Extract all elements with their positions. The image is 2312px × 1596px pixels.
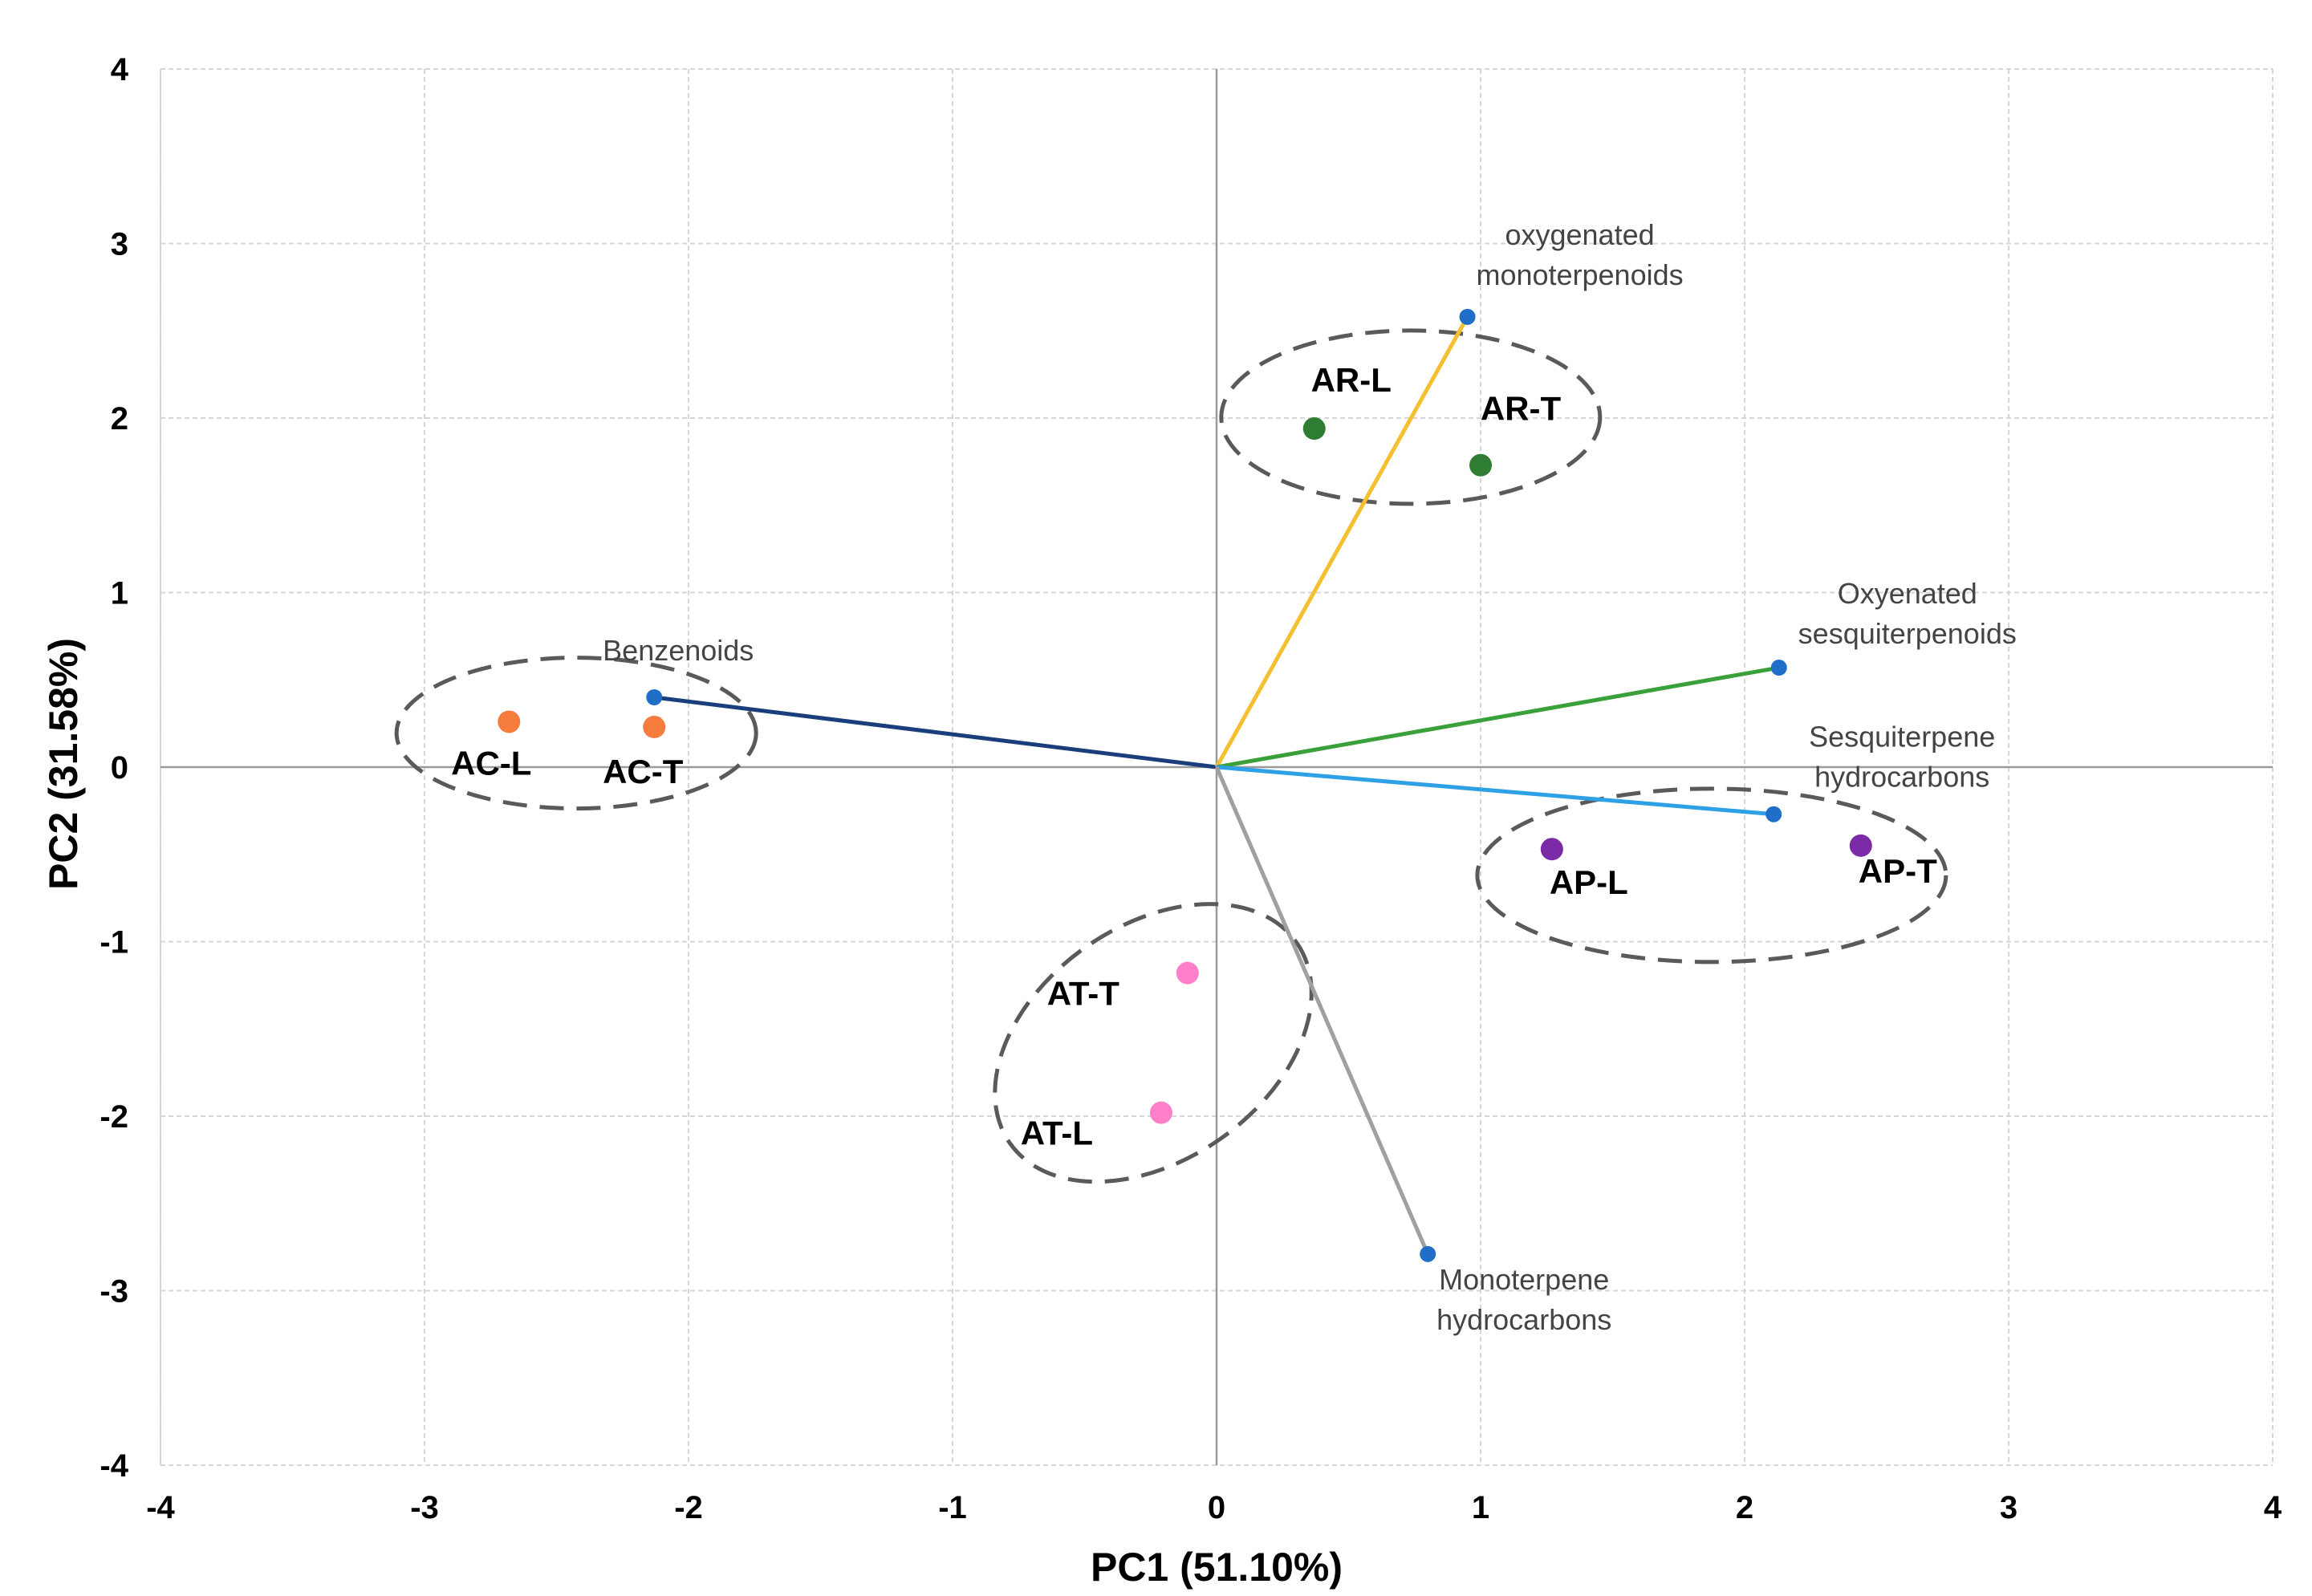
vector-label: Oxyenated sesquiterpenoids xyxy=(1798,577,2017,650)
sample-label: AC-T xyxy=(603,753,684,790)
x-tick-label: 4 xyxy=(2264,1490,2282,1525)
vector-endpoint xyxy=(1770,660,1787,676)
sample-point xyxy=(498,710,521,733)
vector-line xyxy=(1216,765,1774,817)
sample-label: AT-L xyxy=(1021,1115,1093,1152)
x-tick-label: 0 xyxy=(1208,1490,1225,1525)
vector-endpoint xyxy=(1765,806,1782,822)
sample-point xyxy=(1302,417,1326,441)
sample-label: AC-L xyxy=(451,744,531,782)
y-tick-label: -1 xyxy=(100,925,128,960)
vector-label: Monoterpene hydrocarbons xyxy=(1436,1263,1611,1336)
x-tick-label: -1 xyxy=(938,1490,967,1525)
sample-label: AP-T xyxy=(1859,852,1937,890)
sample-label: AP-L xyxy=(1550,863,1628,901)
y-tick-label: -3 xyxy=(100,1274,128,1310)
vector-endpoint xyxy=(1420,1245,1436,1262)
x-tick-label: 2 xyxy=(1736,1490,1753,1525)
vector-line xyxy=(1214,766,1430,1255)
sample-point xyxy=(1849,834,1872,857)
sample-point xyxy=(1149,1101,1172,1124)
y-tick-label: -2 xyxy=(100,1099,128,1135)
vector-endpoint xyxy=(646,689,663,705)
sample-point xyxy=(1176,961,1199,985)
labels: Benzenoids oxygenated monoterpenoids Oxyena… xyxy=(451,218,2017,1336)
x-axis-title: PC1 (51.10%) xyxy=(1091,1545,1343,1590)
sample-label: AR-L xyxy=(1311,361,1392,399)
vector-label: Sesquiterpene hydrocarbons xyxy=(1809,721,1995,794)
y-tick-label: 0 xyxy=(111,750,128,786)
x-tick-label: 3 xyxy=(2000,1490,2017,1525)
y-tick-label: 1 xyxy=(111,576,128,611)
y-tick-label: 4 xyxy=(111,52,129,87)
group-ellipses xyxy=(394,328,1948,1184)
vector-line xyxy=(1216,665,1780,770)
group-ellipse-ap xyxy=(1475,786,1948,965)
vector-line xyxy=(1214,315,1469,769)
sample-label: AT-T xyxy=(1047,975,1120,1013)
loading-vectors xyxy=(646,308,1787,1262)
y-axis-title: PC2 (31.58%) xyxy=(41,638,86,890)
x-tick-label: 1 xyxy=(1472,1490,1489,1525)
vector-label: Benzenoids xyxy=(603,634,754,667)
vector-label: oxygenated monoterpenoids xyxy=(1476,218,1683,291)
group-ellipse-at xyxy=(993,902,1314,1184)
y-tick-label: 2 xyxy=(111,401,128,437)
vector-endpoint xyxy=(1459,308,1476,325)
sample-point xyxy=(1469,453,1492,477)
sample-points xyxy=(498,417,1872,1124)
x-tick-label: -3 xyxy=(410,1490,439,1525)
x-tick-label: -2 xyxy=(674,1490,703,1525)
sample-point xyxy=(1540,838,1563,861)
y-tick-label: -4 xyxy=(100,1448,128,1484)
sample-label: AR-T xyxy=(1481,390,1562,428)
group-ellipse-ac xyxy=(394,656,758,811)
x-tick-label: -4 xyxy=(146,1490,175,1525)
group-ellipse-ar xyxy=(1219,328,1603,506)
y-tick-label: 3 xyxy=(111,227,128,262)
sample-point xyxy=(643,715,666,738)
vector-line xyxy=(653,695,1217,770)
